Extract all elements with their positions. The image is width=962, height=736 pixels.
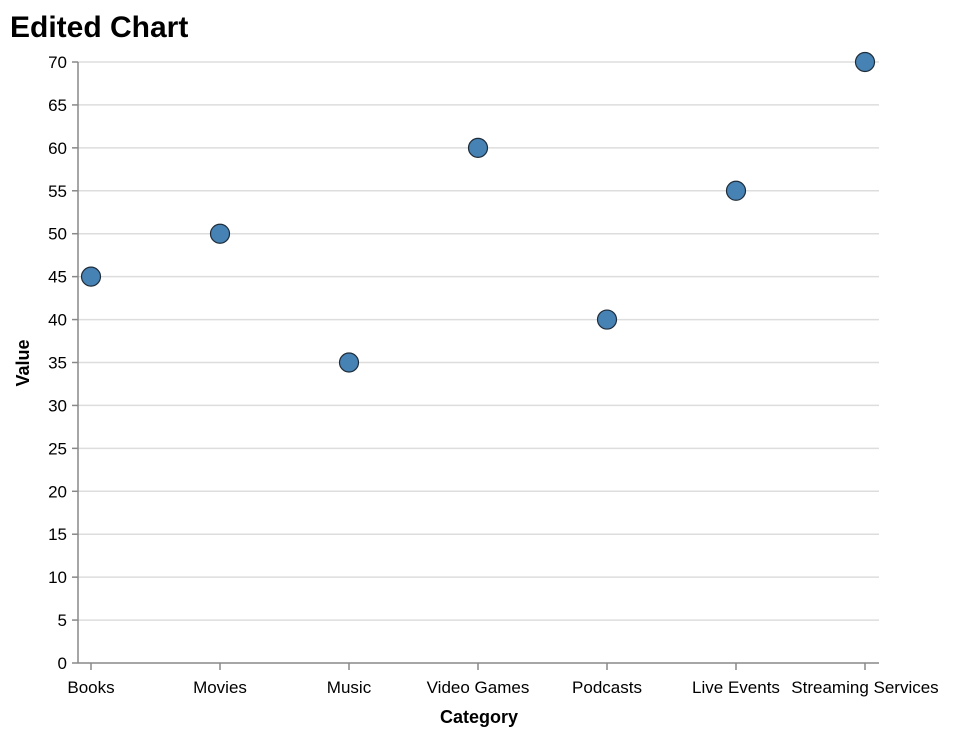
y-tick-label: 60: [48, 139, 67, 158]
grid-lines: [78, 61, 879, 621]
y-tick-label: 45: [48, 268, 67, 287]
y-tick-label: 10: [48, 568, 67, 587]
y-tick-label: 30: [48, 396, 67, 415]
x-tick-label: Books: [67, 678, 114, 697]
y-tick-label: 40: [48, 311, 67, 330]
x-tick-label: Podcasts: [572, 678, 642, 697]
y-tick-label: 55: [48, 182, 67, 201]
data-points: [80, 51, 876, 373]
x-tick-label: Movies: [193, 678, 247, 697]
y-tick-label: 70: [48, 53, 67, 72]
y-tick-label: 25: [48, 439, 67, 458]
data-point: [80, 266, 102, 287]
data-point: [209, 223, 231, 244]
y-axis: 0 5 10 15 20 25 30 35 40 45 50 55 60 65 70: [48, 53, 79, 673]
data-point: [854, 51, 876, 73]
y-tick-label: 0: [58, 654, 67, 673]
data-point: [725, 180, 747, 201]
x-axis: Books Movies Music Video Games Podcasts Live …: [67, 662, 939, 697]
y-tick-label: 35: [48, 354, 67, 373]
x-tick-label: Video Games: [427, 678, 530, 697]
data-point: [596, 309, 618, 330]
y-tick-label: 65: [48, 96, 67, 115]
x-tick-label: Music: [327, 678, 372, 697]
y-tick-label: 15: [48, 525, 67, 544]
y-tick-label: 5: [58, 611, 67, 630]
data-point: [467, 137, 489, 158]
y-axis-title: Value: [13, 339, 33, 386]
data-point: [338, 352, 360, 373]
y-tick-label: 50: [48, 225, 67, 244]
chart-title: Edited Chart: [10, 11, 188, 44]
x-axis-title: Category: [440, 707, 518, 727]
y-tick-label: 20: [48, 482, 67, 501]
x-tick-label: Live Events: [692, 678, 780, 697]
x-tick-label: Streaming Services: [791, 678, 938, 697]
